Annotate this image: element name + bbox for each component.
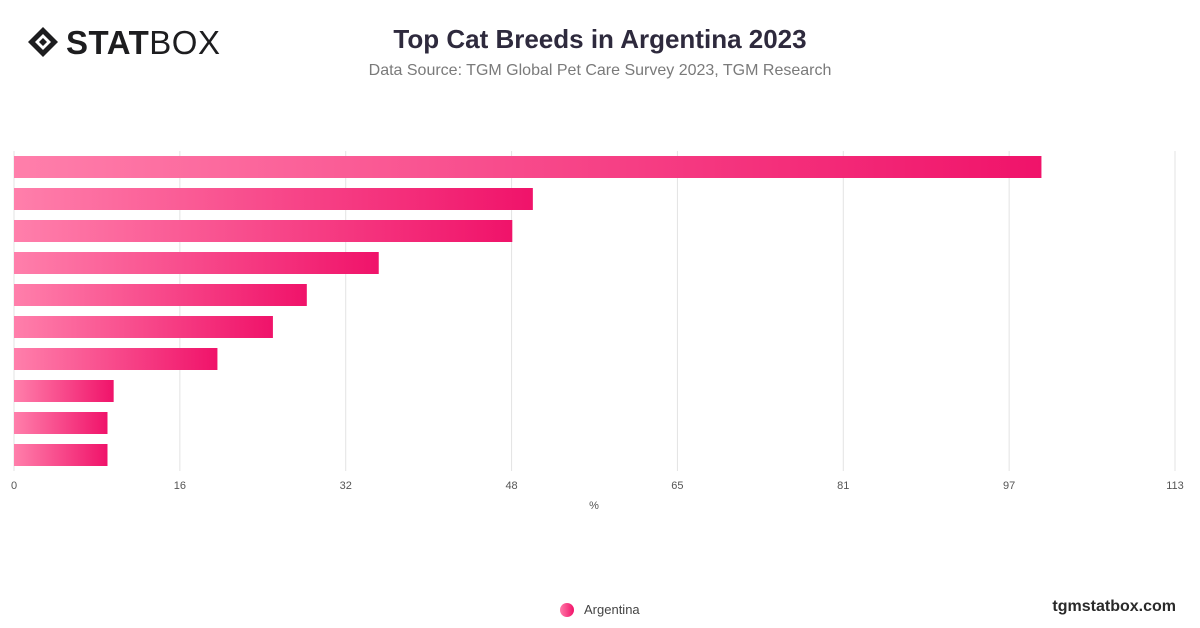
- logo-wordmark: STATBOX: [66, 26, 220, 59]
- x-axis-ticks: 0 16 32 48 65 81 97 113: [11, 480, 1184, 492]
- x-tick-label: 0: [11, 480, 17, 492]
- logo-text-light: BOX: [149, 23, 221, 61]
- bar[interactable]: [14, 412, 108, 434]
- x-axis-label: %: [589, 500, 599, 512]
- logo-text-bold: STAT: [66, 23, 150, 61]
- bar[interactable]: [14, 188, 533, 210]
- x-tick-label: 32: [340, 480, 352, 492]
- x-tick-label: 97: [1003, 480, 1015, 492]
- x-tick-label: 16: [174, 480, 186, 492]
- statbox-logo: STATBOX: [26, 22, 220, 62]
- bar[interactable]: [14, 348, 218, 370]
- x-tick-label: 81: [837, 480, 849, 492]
- site-url: tgmstatbox.com: [1052, 598, 1176, 615]
- bar[interactable]: [14, 252, 379, 274]
- legend[interactable]: Argentina: [560, 602, 640, 617]
- diamond-logo-icon: [28, 27, 58, 57]
- bars: [14, 156, 1042, 466]
- bar[interactable]: [14, 380, 114, 402]
- chart-subtitle: Data Source: TGM Global Pet Care Survey …: [368, 62, 832, 79]
- chart-title: Top Cat Breeds in Argentina 2023: [393, 24, 807, 54]
- legend-label: Argentina: [584, 602, 640, 617]
- legend-marker: [560, 602, 574, 617]
- bar[interactable]: [14, 284, 307, 306]
- x-tick-label: 65: [671, 480, 683, 492]
- bar[interactable]: [14, 220, 513, 242]
- x-tick-label: 113: [1166, 480, 1184, 492]
- x-tick-label: 48: [505, 480, 517, 492]
- bar[interactable]: [14, 156, 1042, 178]
- bar[interactable]: [14, 316, 273, 338]
- bar[interactable]: [14, 444, 108, 466]
